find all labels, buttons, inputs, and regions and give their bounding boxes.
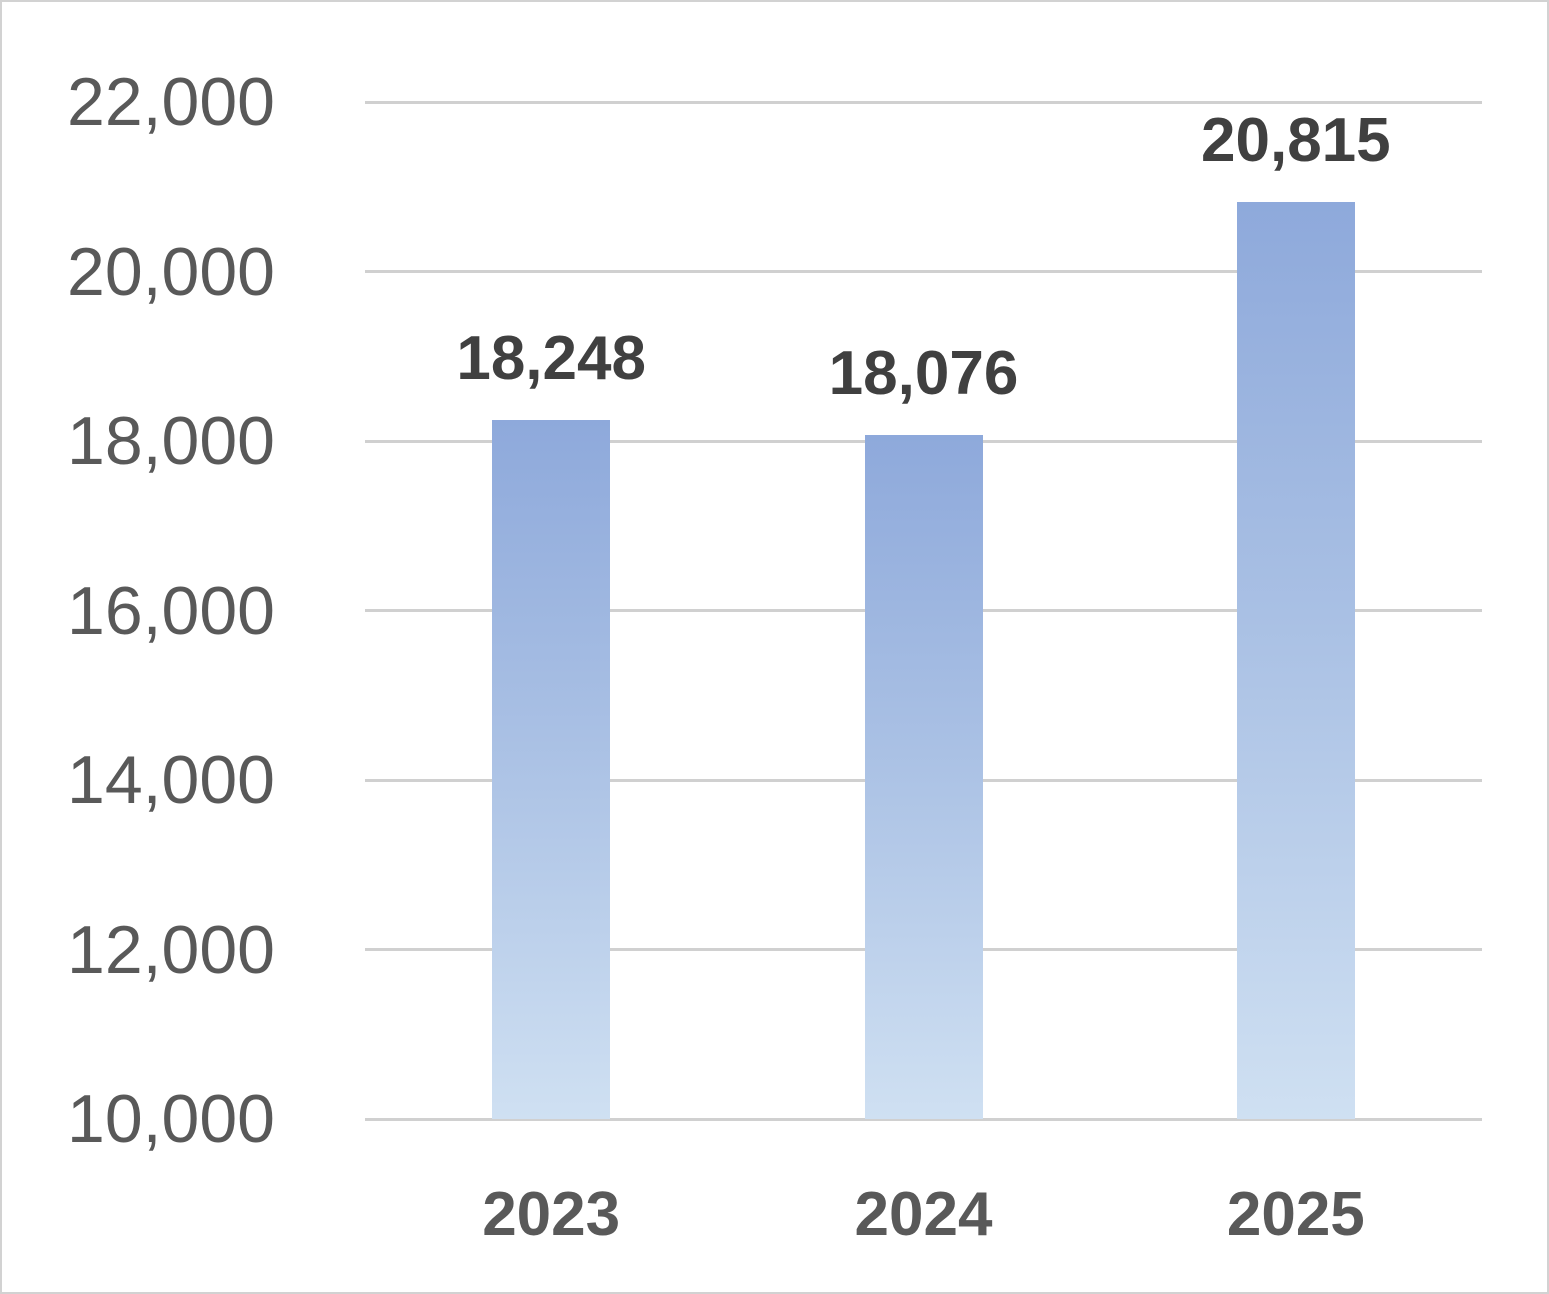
- y-axis-tick-label: 16,000: [67, 572, 275, 649]
- bar-2024: [864, 434, 983, 1119]
- data-label-2023: 18,248: [456, 323, 646, 393]
- data-label-2025: 20,815: [1201, 106, 1391, 176]
- bar-2025: [1236, 202, 1355, 1119]
- data-label-2024: 18,076: [828, 338, 1019, 408]
- gridline-10000: [365, 1117, 1482, 1121]
- y-axis-tick-label: 20,000: [67, 233, 275, 310]
- bar-2023: [492, 419, 611, 1119]
- y-axis-tick-label: 12,000: [67, 911, 275, 988]
- gridline-22000: [365, 100, 1482, 104]
- x-axis-tick-label-2024: 2024: [854, 1180, 993, 1249]
- gridline-20000: [365, 270, 1482, 273]
- y-axis-tick-label: 22,000: [67, 64, 275, 140]
- y-axis-tick-label: 14,000: [67, 742, 275, 818]
- x-axis-tick-label-2023: 2023: [482, 1180, 621, 1249]
- y-axis-tick-label: 10,000: [67, 1081, 275, 1157]
- x-axis-tick-label-2025: 2025: [1226, 1180, 1365, 1249]
- y-axis-tick-label: 18,000: [67, 403, 275, 479]
